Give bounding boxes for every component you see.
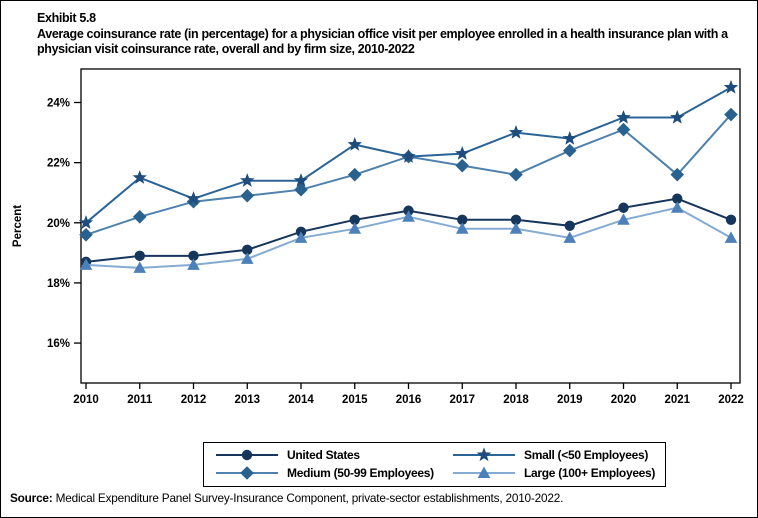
plot-frame (80, 68, 741, 384)
small-50-employees-marker-2016 (401, 149, 416, 163)
small-50-employees-marker-2015 (347, 137, 362, 151)
united-states-marker-2019 (564, 220, 575, 231)
exhibit-title: Average coinsurance rate (in percentage)… (37, 26, 728, 57)
medium-50-99-employees-marker-2018 (509, 167, 523, 182)
medium-50-99-employees-marker-2013 (240, 188, 255, 203)
medium-50-99-employees-marker-2017 (455, 158, 470, 173)
large-100-employees-marker-2017 (455, 222, 469, 234)
x-tick-label: 2020 (611, 394, 637, 406)
large-100-employees-marker-2016 (402, 210, 415, 222)
united-states-marker-2015 (349, 214, 360, 225)
large-100-employees-marker-2021 (670, 201, 684, 213)
large-100-employees-marker-2018 (509, 222, 523, 234)
large-100-employees-marker-2011 (133, 261, 147, 273)
large-100-employees-legend-triangle-icon (477, 466, 491, 478)
united-states-marker-2020 (618, 202, 629, 213)
x-tick-label: 2018 (503, 394, 529, 406)
small-50-employees-marker-2022 (723, 79, 739, 94)
united-states-marker-2018 (510, 214, 522, 225)
united-states-marker-2021 (672, 193, 683, 204)
x-tick-label: 2014 (288, 394, 314, 406)
x-tick-label: 2010 (73, 394, 99, 406)
united-states-legend-circle-icon (241, 449, 253, 461)
x-tick-label: 2019 (557, 394, 583, 406)
united-states-marker-2022 (725, 214, 737, 225)
source-label: Source: (10, 491, 53, 505)
small-50-employees-legend-star-icon (476, 447, 492, 462)
medium-50-99-employees-marker-2022 (724, 107, 738, 122)
small-50-employees-marker-2021 (670, 109, 685, 124)
united-states-marker-2013 (242, 244, 253, 256)
legend-label-united-states: United States (287, 448, 360, 462)
medium-50-99-employees-marker-2011 (132, 209, 147, 224)
series-united-states (80, 193, 737, 268)
small-50-employees-marker-2019 (562, 130, 577, 145)
small-50-employees-marker-2013 (240, 173, 255, 187)
medium-50-99-employees-marker-2019 (562, 143, 577, 158)
small-50-employees-marker-2012 (186, 191, 201, 205)
large-100-employees-marker-2019 (563, 231, 577, 243)
small-50-employees-marker-2018 (508, 124, 524, 139)
united-states-marker-2012 (188, 250, 199, 262)
large-100-employees-marker-2022 (724, 231, 738, 243)
small-50-employees-marker-2014 (293, 173, 309, 187)
medium-50-99-employees-marker-2014 (294, 182, 308, 197)
source-text: Medical Expenditure Panel Survey-Insuran… (52, 491, 564, 505)
title-block: Exhibit 5.8 Average coinsurance rate (in… (37, 11, 743, 58)
medium-50-99-employees-marker-2021 (670, 167, 685, 182)
large-100-employees-legend-symbol (453, 466, 515, 478)
medium-50-99-employees-marker-2020 (616, 122, 631, 137)
chart-legend: United States Small (<50 Employees) Medium… (203, 442, 667, 487)
small-50-employees-marker-2011 (132, 170, 147, 184)
exhibit-number: Exhibit 5.8 (37, 11, 96, 25)
series-large-100-employees (79, 201, 738, 273)
y-tick-label: 22% (47, 158, 70, 170)
large-100-employees-marker-2020 (617, 213, 630, 225)
large-100-employees-marker-2010 (79, 258, 93, 270)
y-axis-title: Percent (12, 205, 24, 247)
x-tick-label: 2013 (234, 394, 260, 406)
y-tick-label: 20% (47, 218, 70, 230)
legend-entry-united-states: United States (216, 447, 453, 463)
legend-entry-medium-50-99-employees: Medium (50-99 Employees) (216, 465, 453, 481)
y-tick-label: 16% (47, 338, 70, 350)
series-small-50-employees (78, 79, 739, 229)
legend-entry-large-100-employees: Large (100+ Employees) (453, 465, 655, 481)
small-50-employees-marker-2010 (78, 215, 94, 229)
legend-label-small-50-employees: Small (<50 Employees) (524, 448, 649, 462)
large-100-employees-marker-2012 (187, 258, 200, 270)
medium-50-99-employees-legend-diamond-icon (240, 466, 254, 480)
small-50-employees-marker-2020 (616, 109, 631, 124)
x-tick-label: 2015 (342, 394, 368, 406)
x-tick-label: 2016 (396, 394, 422, 406)
united-states-marker-2011 (134, 250, 145, 262)
medium-50-99-employees-marker-2015 (347, 167, 362, 182)
legend-entry-small-50-employees: Small (<50 Employees) (453, 447, 655, 463)
y-tick-label: 24% (47, 98, 70, 110)
x-tick-label: 2011 (127, 394, 153, 406)
x-tick-label: 2017 (449, 394, 475, 406)
large-100-employees-marker-2014 (294, 231, 308, 243)
legend-label-medium-50-99-employees: Medium (50-99 Employees) (287, 466, 434, 480)
small-50-employees-legend-symbol (453, 447, 515, 462)
coinsurance-line-chart: 16% 18% 20% 22% 24% 2010 2011 2012 2013 2014 2015 2… (12, 68, 744, 406)
source-note: Source: Medical Expenditure Panel Survey… (10, 491, 750, 505)
small-50-employees-marker-2017 (455, 146, 470, 160)
large-100-employees-marker-2013 (240, 252, 254, 264)
legend-label-large-100-employees: Large (100+ Employees) (524, 466, 656, 480)
united-states-marker-2017 (457, 214, 468, 225)
x-tick-label: 2022 (718, 394, 744, 406)
medium-50-99-employees-marker-2010 (79, 228, 93, 242)
x-tick-label: 2012 (181, 394, 207, 406)
large-100-employees-marker-2015 (348, 222, 362, 234)
medium-50-99-employees-legend-symbol (216, 466, 278, 480)
united-states-legend-symbol (216, 449, 278, 461)
y-tick-label: 18% (47, 278, 70, 290)
x-tick-label: 2021 (664, 394, 690, 406)
